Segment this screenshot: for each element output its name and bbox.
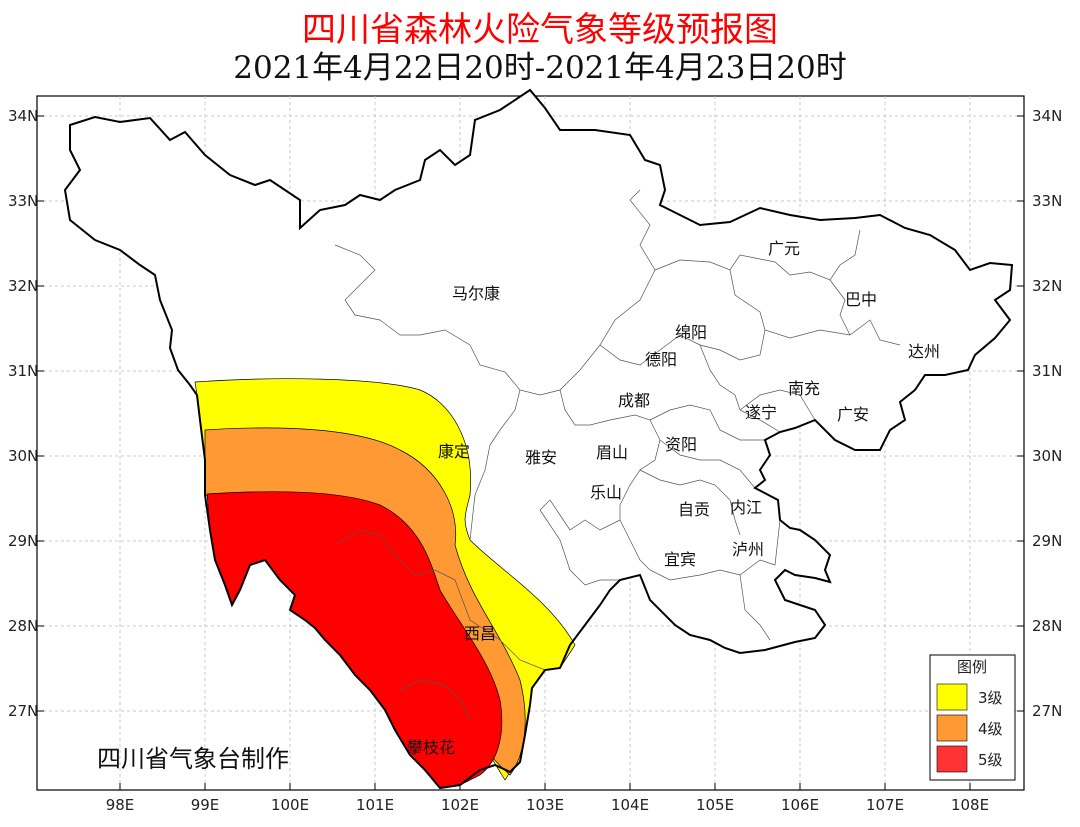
lat-label-left: 28N [8,617,38,635]
city-label-suining: 遂宁 [745,403,777,422]
credit-text: 四川省气象台制作 [97,745,289,773]
city-label-dazhou: 达州 [908,342,940,361]
city-label-nanchong: 南充 [788,379,820,398]
lon-label: 99E [191,796,220,814]
lat-label-right: 30N [1032,447,1062,465]
lon-label: 101E [356,796,394,814]
lon-label: 102E [441,796,479,814]
city-label-meishan: 眉山 [596,443,628,462]
lon-label: 104E [611,796,649,814]
legend-label-level5: 5级 [978,751,1003,769]
city-label-kangding: 康定 [438,442,470,461]
lat-label-left: 32N [8,277,38,295]
map-subtitle: 2021年4月22日20时-2021年4月23日20时 [233,50,847,86]
lat-label-left: 27N [8,702,38,720]
prefecture-boundaries [334,189,901,721]
city-label-yaan: 雅安 [525,448,557,467]
city-label-zigong: 自贡 [678,500,710,519]
lat-label-right: 33N [1032,192,1062,210]
lat-label-right: 28N [1032,617,1062,635]
province-border [63,88,1014,790]
lon-label: 108E [951,796,989,814]
map-title: 四川省森林火险气象等级预报图 [302,10,778,50]
lat-label-right: 32N [1032,277,1062,295]
lon-label: 100E [271,796,309,814]
city-label-xichang: 西昌 [464,624,496,643]
city-label-bazhong: 巴中 [845,290,877,309]
lon-label: 106E [781,796,819,814]
legend-swatch-level5 [936,745,968,773]
city-label-guangyuan: 广元 [768,239,800,258]
city-label-chengdu: 成都 [618,391,650,410]
lon-label: 105E [696,796,734,814]
lat-label-left: 33N [8,192,38,210]
legend-label-level4: 4级 [978,720,1003,738]
legend-label-level3: 3级 [978,689,1003,707]
city-label-maerkang: 马尔康 [452,284,500,303]
legend-swatch-level4 [936,714,968,742]
lat-label-left: 29N [8,532,38,550]
city-label-neijiang: 内江 [730,498,762,517]
lat-label-right: 31N [1032,362,1062,380]
city-label-mianyang: 绵阳 [675,323,707,342]
city-label-yibin: 宜宾 [664,550,696,569]
tick-marks [37,115,1024,790]
city-label-luzhou: 泸州 [732,540,764,559]
lat-label-left: 30N [8,447,38,465]
lat-label-right: 27N [1032,702,1062,720]
lat-label-right: 34N [1032,107,1062,125]
city-label-guangan: 广安 [837,405,869,424]
lon-label: 98E [106,796,135,814]
lon-label: 103E [526,796,564,814]
legend: 图例 3级 4级 5级 [929,654,1016,781]
lat-label-left: 34N [8,107,38,125]
city-label-deyang: 德阳 [645,350,677,369]
lat-label-right: 29N [1032,532,1062,550]
lat-label-left: 31N [8,362,38,380]
legend-swatch-level3 [936,683,968,711]
city-label-ziyang: 资阳 [665,435,697,454]
city-label-leshan: 乐山 [590,483,622,502]
city-label-panzhihua: 攀枝花 [407,738,455,757]
lon-label: 107E [866,796,904,814]
legend-title: 图例 [957,658,987,676]
